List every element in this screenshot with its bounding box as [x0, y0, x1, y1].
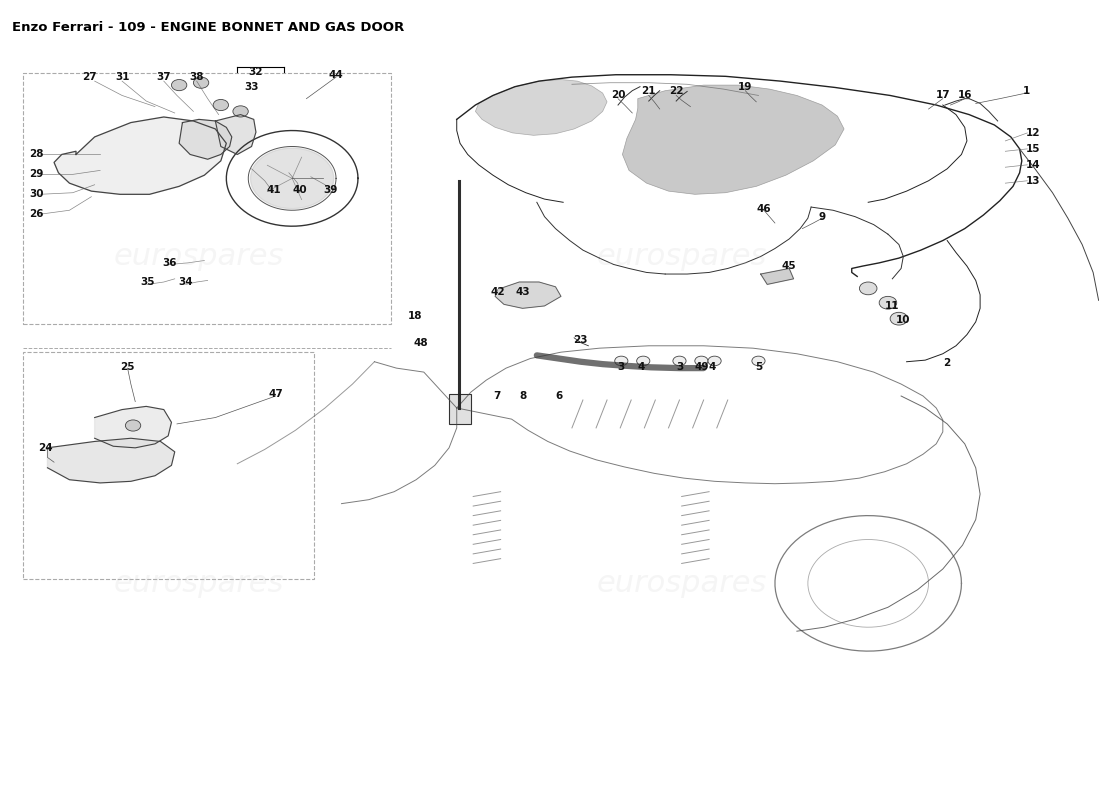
Text: 29: 29 — [30, 170, 44, 179]
Text: Enzo Ferrari - 109 - ENGINE BONNET AND GAS DOOR: Enzo Ferrari - 109 - ENGINE BONNET AND G… — [12, 22, 405, 34]
Text: 14: 14 — [1025, 160, 1041, 170]
Polygon shape — [251, 148, 333, 209]
Text: 15: 15 — [1025, 144, 1040, 154]
Circle shape — [233, 106, 249, 117]
Text: 36: 36 — [162, 258, 176, 268]
Text: 37: 37 — [156, 72, 172, 82]
Text: 10: 10 — [896, 315, 911, 326]
Polygon shape — [761, 269, 793, 285]
Polygon shape — [47, 438, 175, 483]
Text: 16: 16 — [957, 90, 972, 101]
Circle shape — [695, 356, 708, 366]
Text: 34: 34 — [178, 277, 192, 287]
Text: 18: 18 — [408, 311, 422, 322]
Text: 42: 42 — [490, 287, 505, 298]
Polygon shape — [179, 119, 232, 159]
Text: 35: 35 — [140, 277, 155, 287]
Bar — [23, 352, 315, 579]
Text: 9: 9 — [818, 212, 826, 222]
Text: 2: 2 — [944, 358, 950, 367]
Circle shape — [194, 77, 209, 88]
Text: 4: 4 — [637, 362, 645, 371]
Text: 25: 25 — [120, 362, 135, 371]
Text: 21: 21 — [641, 86, 656, 96]
Polygon shape — [475, 79, 607, 135]
Text: 22: 22 — [669, 86, 683, 96]
Text: 5: 5 — [755, 362, 762, 371]
Text: 49: 49 — [694, 362, 708, 371]
Text: 31: 31 — [114, 72, 130, 82]
Circle shape — [125, 420, 141, 431]
Circle shape — [172, 79, 187, 90]
Circle shape — [637, 356, 650, 366]
Circle shape — [673, 356, 686, 366]
Text: 23: 23 — [573, 335, 588, 346]
Text: 30: 30 — [30, 190, 44, 199]
Text: 48: 48 — [414, 338, 428, 347]
Bar — [23, 73, 390, 324]
Text: 45: 45 — [782, 261, 796, 271]
Circle shape — [859, 282, 877, 294]
Circle shape — [708, 356, 722, 366]
Text: 43: 43 — [515, 287, 530, 298]
Text: 32: 32 — [249, 66, 263, 77]
Circle shape — [879, 296, 896, 309]
Text: 47: 47 — [268, 389, 283, 398]
Text: 27: 27 — [81, 72, 97, 82]
Text: 8: 8 — [519, 391, 526, 401]
Text: eurospares: eurospares — [596, 242, 767, 271]
Text: 3: 3 — [675, 362, 683, 371]
Text: 19: 19 — [738, 82, 752, 93]
Text: 17: 17 — [935, 90, 950, 101]
Circle shape — [752, 356, 766, 366]
Polygon shape — [623, 85, 844, 194]
Polygon shape — [95, 406, 172, 448]
Text: 11: 11 — [886, 301, 900, 311]
Text: 6: 6 — [556, 391, 562, 401]
Text: 46: 46 — [757, 204, 771, 214]
Bar — [449, 394, 471, 424]
Text: 40: 40 — [293, 186, 307, 195]
Text: 20: 20 — [610, 90, 625, 101]
Text: 26: 26 — [30, 210, 44, 219]
Circle shape — [890, 312, 908, 325]
Text: 13: 13 — [1025, 176, 1040, 186]
Text: 33: 33 — [244, 82, 258, 93]
Text: 41: 41 — [266, 186, 280, 195]
Circle shape — [213, 99, 229, 110]
Circle shape — [615, 356, 628, 366]
Text: 28: 28 — [30, 150, 44, 159]
Text: eurospares: eurospares — [113, 242, 284, 271]
Text: 38: 38 — [189, 72, 204, 82]
Polygon shape — [54, 117, 227, 194]
Text: 39: 39 — [323, 186, 338, 195]
Polygon shape — [495, 282, 561, 308]
Text: 12: 12 — [1025, 128, 1040, 138]
Text: 7: 7 — [494, 391, 501, 401]
Polygon shape — [216, 114, 256, 154]
Text: eurospares: eurospares — [596, 569, 767, 598]
Text: 44: 44 — [329, 70, 343, 80]
Text: eurospares: eurospares — [113, 569, 284, 598]
Text: 24: 24 — [39, 443, 53, 453]
Text: 3: 3 — [618, 362, 625, 371]
Text: 1: 1 — [1023, 86, 1030, 96]
Text: 4: 4 — [708, 362, 716, 371]
